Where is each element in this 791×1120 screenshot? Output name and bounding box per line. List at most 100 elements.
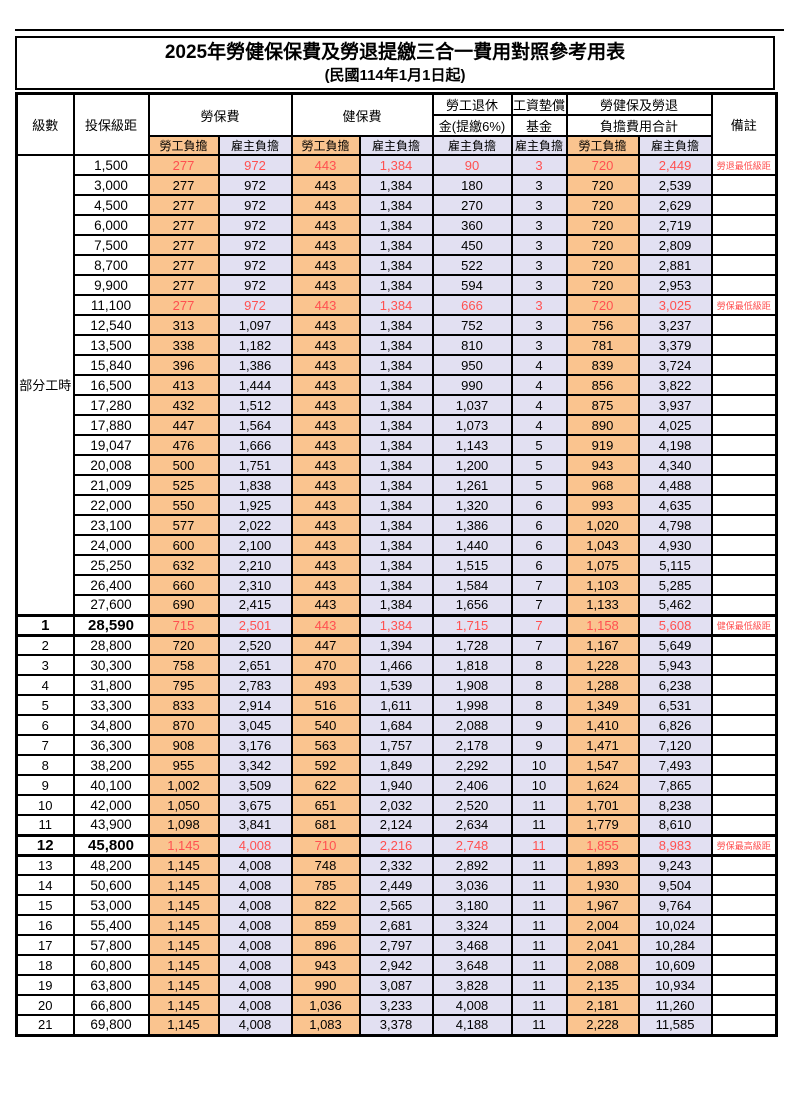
cell-health-employee: 493 bbox=[290, 674, 361, 696]
cell-remark bbox=[710, 234, 778, 256]
page: 2025年勞健保保費及勞退提繳三合一費用對照參考用表 (民國114年1月1日起)… bbox=[15, 29, 784, 1037]
cell-wage-fund-employer: 3 bbox=[510, 234, 568, 256]
cell-remark bbox=[710, 814, 778, 836]
cell-labor-employer: 1,838 bbox=[217, 474, 293, 496]
cell-pension-employer: 3,648 bbox=[431, 954, 513, 976]
cell-wage-fund-employer: 3 bbox=[510, 314, 568, 336]
cell-pension-employer: 990 bbox=[431, 374, 513, 396]
cell-wage-fund-employer: 11 bbox=[510, 994, 568, 1016]
cell-level: 8 bbox=[15, 754, 75, 776]
cell-health-employer: 3,233 bbox=[358, 994, 434, 1016]
cell-pension-employer: 2,292 bbox=[431, 754, 513, 776]
cell-health-employer: 1,384 bbox=[358, 334, 434, 356]
cell-labor-employee: 277 bbox=[147, 174, 220, 196]
table-row: 24,000 600 2,100 443 1,384 1,440 6 1,043 4,930 bbox=[17, 534, 778, 556]
cell-labor-employer: 972 bbox=[217, 214, 293, 236]
cell-health-employer: 1,684 bbox=[358, 714, 434, 736]
cell-labor-employer: 972 bbox=[217, 154, 293, 176]
cell-health-employee: 990 bbox=[290, 974, 361, 996]
cell-level: 12 bbox=[15, 833, 75, 857]
cell-health-employer: 1,384 bbox=[358, 394, 434, 416]
cell-labor-employee: 413 bbox=[147, 374, 220, 396]
cell-total-employee: 1,167 bbox=[565, 634, 640, 656]
cell-salary-bracket: 26,400 bbox=[72, 574, 150, 596]
cell-remark bbox=[710, 854, 778, 876]
subheader-labor-employee: 勞工負擔 bbox=[147, 135, 220, 156]
cell-remark bbox=[710, 694, 778, 716]
cell-health-employee: 622 bbox=[290, 774, 361, 796]
subheader-wage-fund-employer: 雇主負擔 bbox=[510, 135, 568, 156]
cell-total-employee: 1,228 bbox=[565, 654, 640, 676]
cell-salary-bracket: 25,250 bbox=[72, 554, 150, 576]
cell-remark bbox=[710, 874, 778, 896]
cell-pension-employer: 2,088 bbox=[431, 714, 513, 736]
table-row: 3 30,300 758 2,651 470 1,466 1,818 8 1,228 5,943 bbox=[15, 654, 778, 676]
cell-salary-bracket: 13,500 bbox=[72, 334, 150, 356]
cell-labor-employee: 1,145 bbox=[147, 914, 220, 936]
cell-health-employer: 1,384 bbox=[358, 314, 434, 336]
cell-wage-fund-employer: 3 bbox=[510, 254, 568, 276]
cell-total-employer: 9,243 bbox=[637, 854, 713, 876]
cell-salary-bracket: 69,800 bbox=[72, 1014, 150, 1036]
cell-pension-employer: 1,143 bbox=[431, 434, 513, 456]
cell-health-employer: 1,384 bbox=[358, 494, 434, 516]
cell-health-employer: 1,384 bbox=[358, 194, 434, 216]
cell-health-employer: 1,384 bbox=[358, 613, 434, 637]
table-row: 6,000 277 972 443 1,384 360 3 720 2,719 bbox=[17, 214, 778, 236]
cell-wage-fund-employer: 11 bbox=[510, 894, 568, 916]
cell-labor-employee: 500 bbox=[147, 454, 220, 476]
cell-total-employer: 2,719 bbox=[637, 214, 713, 236]
cell-pension-employer: 1,656 bbox=[431, 594, 513, 616]
cell-total-employer: 7,865 bbox=[637, 774, 713, 796]
cell-salary-bracket: 60,800 bbox=[72, 954, 150, 976]
cell-labor-employee: 277 bbox=[147, 234, 220, 256]
cell-pension-employer: 4,188 bbox=[431, 1014, 513, 1036]
cell-pension-employer: 950 bbox=[431, 354, 513, 376]
cell-total-employer: 5,115 bbox=[637, 554, 713, 576]
table-row: 9,900 277 972 443 1,384 594 3 720 2,953 bbox=[17, 274, 778, 296]
cell-health-employee: 443 bbox=[290, 434, 361, 456]
cell-remark bbox=[710, 394, 778, 416]
page-subtitle: (民國114年1月1日起) bbox=[324, 67, 466, 84]
cell-pension-employer: 2,520 bbox=[431, 794, 513, 816]
cell-total-employer: 4,488 bbox=[637, 474, 713, 496]
table-row: 7 36,300 908 3,176 563 1,757 2,178 9 1,471 7,120 bbox=[15, 734, 778, 756]
cell-health-employee: 563 bbox=[290, 734, 361, 756]
cell-health-employer: 1,849 bbox=[358, 754, 434, 776]
cell-total-employer: 2,953 bbox=[637, 274, 713, 296]
cell-labor-employee: 396 bbox=[147, 354, 220, 376]
cell-pension-employer: 3,036 bbox=[431, 874, 513, 896]
cell-labor-employee: 550 bbox=[147, 494, 220, 516]
table-row: 8 38,200 955 3,342 592 1,849 2,292 10 1,547 7,493 bbox=[15, 754, 778, 776]
cell-pension-employer: 90 bbox=[431, 154, 513, 176]
table-row: 1 28,590 715 2,501 443 1,384 1,715 7 1,158 5,608 健… bbox=[15, 613, 778, 637]
cell-health-employee: 443 bbox=[290, 374, 361, 396]
cell-total-employee: 2,088 bbox=[565, 954, 640, 976]
cell-labor-employee: 758 bbox=[147, 654, 220, 676]
cell-health-employer: 2,797 bbox=[358, 934, 434, 956]
cell-labor-employee: 1,002 bbox=[147, 774, 220, 796]
cell-health-employer: 2,681 bbox=[358, 914, 434, 936]
cell-labor-employee: 432 bbox=[147, 394, 220, 416]
cell-total-employee: 1,779 bbox=[565, 814, 640, 836]
cell-salary-bracket: 43,900 bbox=[72, 814, 150, 836]
cell-health-employer: 2,942 bbox=[358, 954, 434, 976]
cell-remark bbox=[710, 894, 778, 916]
cell-level: 17 bbox=[15, 934, 75, 956]
cell-total-employee: 1,624 bbox=[565, 774, 640, 796]
cell-total-employee: 2,181 bbox=[565, 994, 640, 1016]
cell-salary-bracket: 31,800 bbox=[72, 674, 150, 696]
cell-pension-employer: 752 bbox=[431, 314, 513, 336]
table-row: 9 40,100 1,002 3,509 622 1,940 2,406 10 1,624 7,8… bbox=[15, 774, 778, 796]
cell-wage-fund-employer: 9 bbox=[510, 734, 568, 756]
col-header-wage-fund-line2: 基金 bbox=[510, 114, 568, 137]
table-row: 18 60,800 1,145 4,008 943 2,942 3,648 11 2,088 10… bbox=[15, 954, 778, 976]
cell-remark bbox=[710, 734, 778, 756]
cell-pension-employer: 2,892 bbox=[431, 854, 513, 876]
subheader-total-employer: 雇主負擔 bbox=[637, 135, 713, 156]
cell-salary-bracket: 23,100 bbox=[72, 514, 150, 536]
table-row: 15,840 396 1,386 443 1,384 950 4 839 3,724 bbox=[17, 354, 778, 376]
cell-remark bbox=[710, 334, 778, 356]
table-row: 23,100 577 2,022 443 1,384 1,386 6 1,020 4,798 bbox=[17, 514, 778, 536]
cell-remark bbox=[710, 594, 778, 616]
